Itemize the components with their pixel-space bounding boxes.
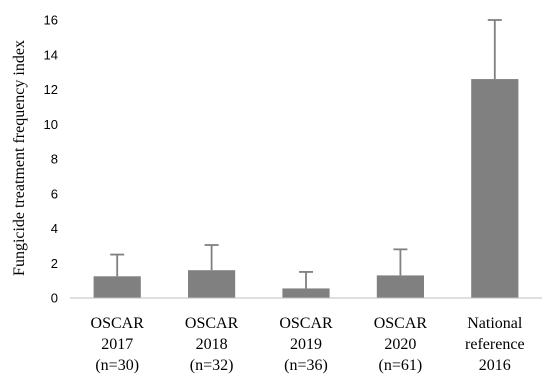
y-tick-label: 10 bbox=[44, 117, 58, 132]
category-label: OSCAR bbox=[374, 315, 428, 332]
category-label: reference bbox=[465, 336, 525, 353]
category-label: 2019 bbox=[290, 336, 322, 353]
bars bbox=[93, 79, 519, 298]
category-label: (n=36) bbox=[284, 357, 328, 374]
bar bbox=[282, 288, 330, 298]
category-label: OSCAR bbox=[91, 315, 145, 332]
category-label: (n=61) bbox=[379, 357, 423, 374]
error-bars bbox=[110, 19, 502, 289]
category-label: OSCAR bbox=[185, 315, 239, 332]
bar bbox=[93, 276, 141, 298]
y-axis-title: Fungicide treatment frequency index bbox=[11, 40, 28, 276]
bar bbox=[471, 79, 519, 298]
y-axis-title-group: Fungicide treatment frequency index bbox=[11, 40, 28, 276]
category-label: 2018 bbox=[196, 336, 228, 353]
y-tick-label: 4 bbox=[51, 221, 58, 236]
y-tick-label: 0 bbox=[51, 291, 58, 306]
y-tick-label: 8 bbox=[51, 152, 58, 167]
y-tick-labels: 0 2 4 6 8 10 12 14 16 bbox=[44, 13, 58, 306]
category-label: (n=32) bbox=[190, 357, 234, 374]
bar bbox=[188, 270, 236, 298]
y-tick-label: 14 bbox=[44, 47, 58, 62]
y-tick-label: 2 bbox=[51, 256, 58, 271]
category-label: (n=30) bbox=[95, 357, 139, 374]
y-tick-label: 16 bbox=[44, 13, 58, 28]
category-label: 2016 bbox=[479, 357, 511, 374]
y-tick-label: 12 bbox=[44, 82, 58, 97]
category-labels: OSCAR 2017 (n=30) OSCAR 2018 (n=32) OSCAR 2019 (… bbox=[91, 315, 525, 374]
category-label: 2020 bbox=[384, 336, 416, 353]
category-label: National bbox=[467, 315, 523, 332]
category-label: OSCAR bbox=[279, 315, 333, 332]
bar bbox=[376, 275, 424, 298]
category-label: 2017 bbox=[101, 336, 133, 353]
y-tick-label: 6 bbox=[51, 186, 58, 201]
